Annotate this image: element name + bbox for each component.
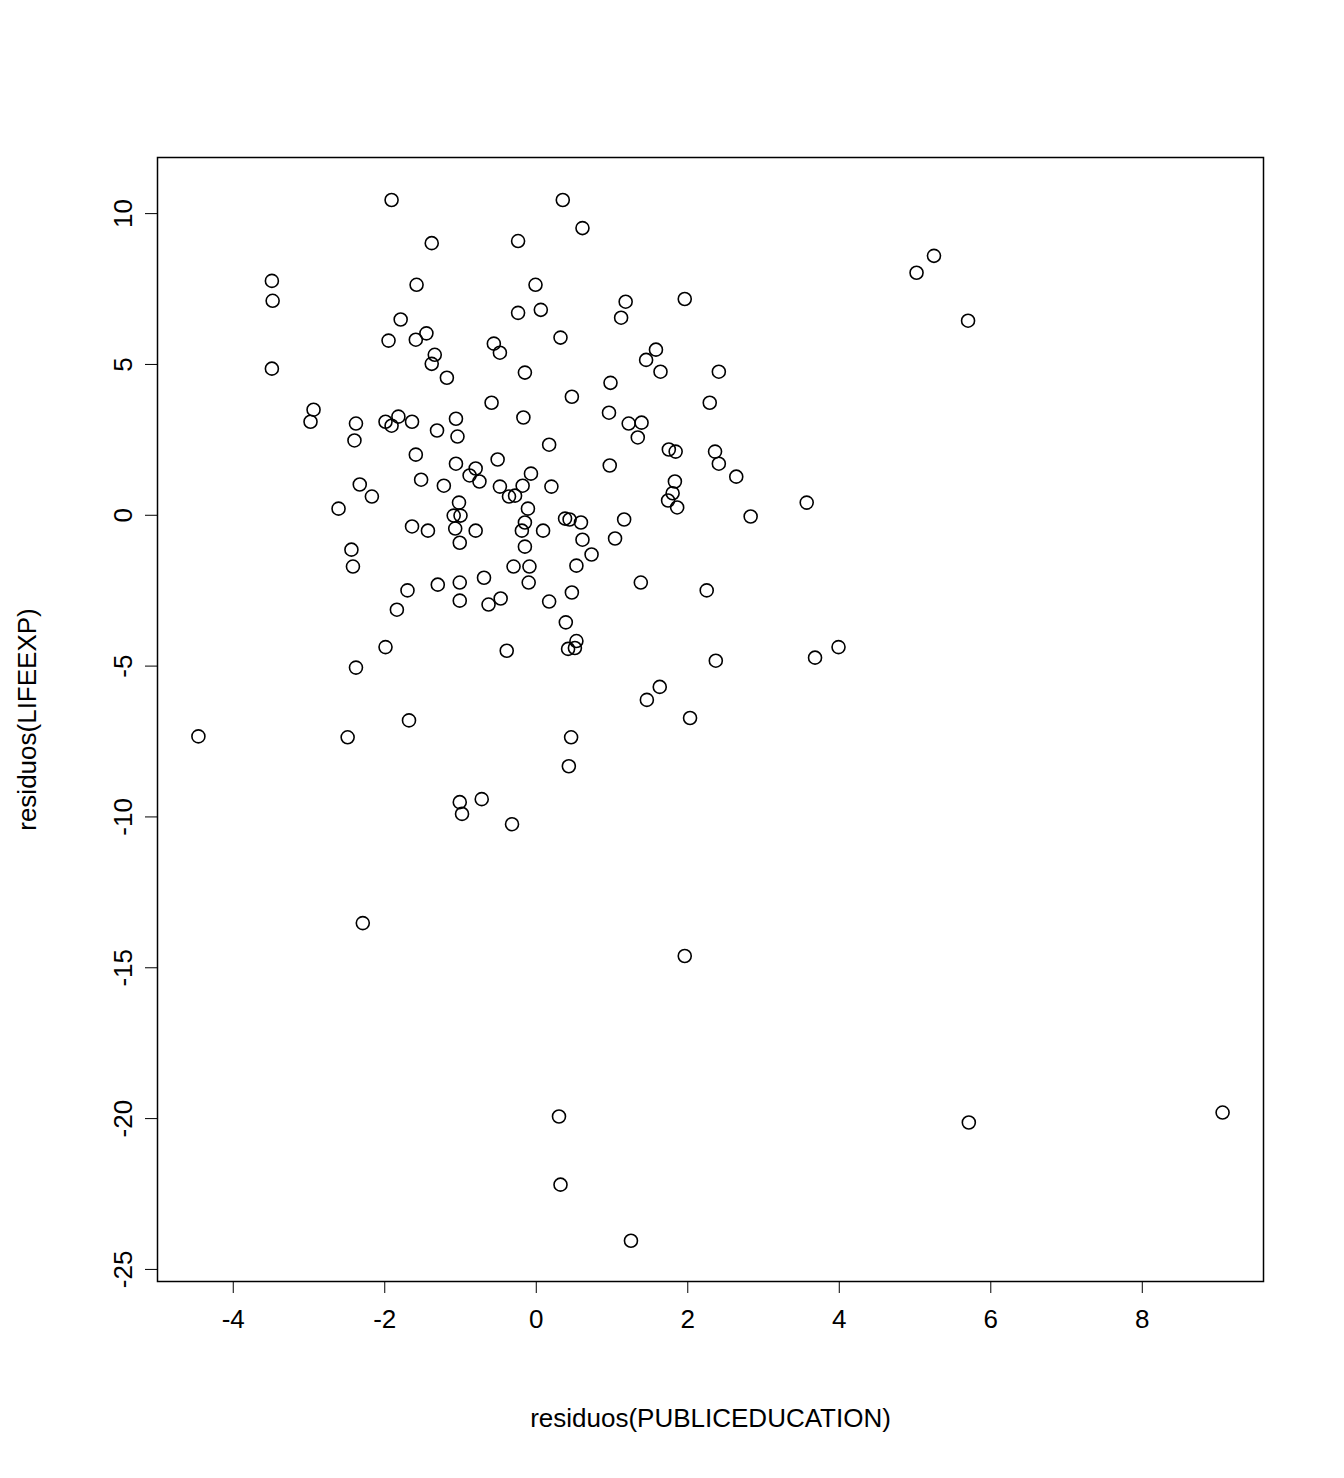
svg-text:8: 8 [1135, 1304, 1149, 1334]
svg-text:4: 4 [832, 1304, 846, 1334]
svg-text:-4: -4 [222, 1304, 245, 1334]
svg-text:-25: -25 [108, 1251, 138, 1289]
svg-text:-5: -5 [108, 655, 138, 678]
svg-text:-15: -15 [108, 949, 138, 987]
svg-text:10: 10 [108, 199, 138, 228]
svg-text:2: 2 [681, 1304, 695, 1334]
svg-text:0: 0 [529, 1304, 543, 1334]
svg-text:-10: -10 [108, 798, 138, 836]
svg-text:residuos(PUBLICEDUCATION): residuos(PUBLICEDUCATION) [530, 1403, 891, 1433]
svg-text:-20: -20 [108, 1100, 138, 1138]
svg-text:0: 0 [108, 508, 138, 522]
svg-text:-2: -2 [373, 1304, 396, 1334]
svg-text:5: 5 [108, 357, 138, 371]
svg-text:residuos(LIFEEXP): residuos(LIFEEXP) [12, 608, 42, 831]
svg-text:6: 6 [984, 1304, 998, 1334]
